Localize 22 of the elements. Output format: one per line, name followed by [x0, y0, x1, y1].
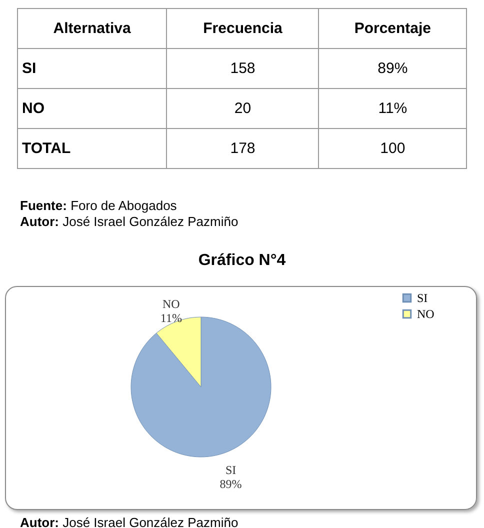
text: 100 [318, 128, 466, 168]
text: SI [18, 48, 167, 88]
text: TOTAL [18, 128, 167, 168]
text: 89% [318, 48, 466, 88]
text: Autor: José Israel González Pazmiño [20, 515, 238, 528]
text: Autor: José Israel González Pazmiño [20, 214, 238, 229]
chart-title: Gráfico N°4 [197, 252, 287, 270]
slice-label: NO [162, 297, 180, 312]
legend-label: NO [417, 307, 435, 321]
text: 11% [318, 88, 466, 128]
text: Porcentaje [318, 8, 466, 48]
text: 158 [166, 48, 319, 88]
text: NO [18, 88, 167, 128]
data-label: 89% [220, 476, 242, 491]
text: Alternativa [18, 8, 167, 48]
slice-label: SI [225, 462, 236, 477]
text: 20 [166, 88, 319, 128]
text: Frecuencia [166, 8, 319, 48]
data-label: 11% [160, 311, 182, 326]
text: 178 [166, 128, 319, 168]
source-note: Fuente: Foro de Abogados [20, 198, 177, 213]
legend-label: SI [417, 291, 428, 305]
